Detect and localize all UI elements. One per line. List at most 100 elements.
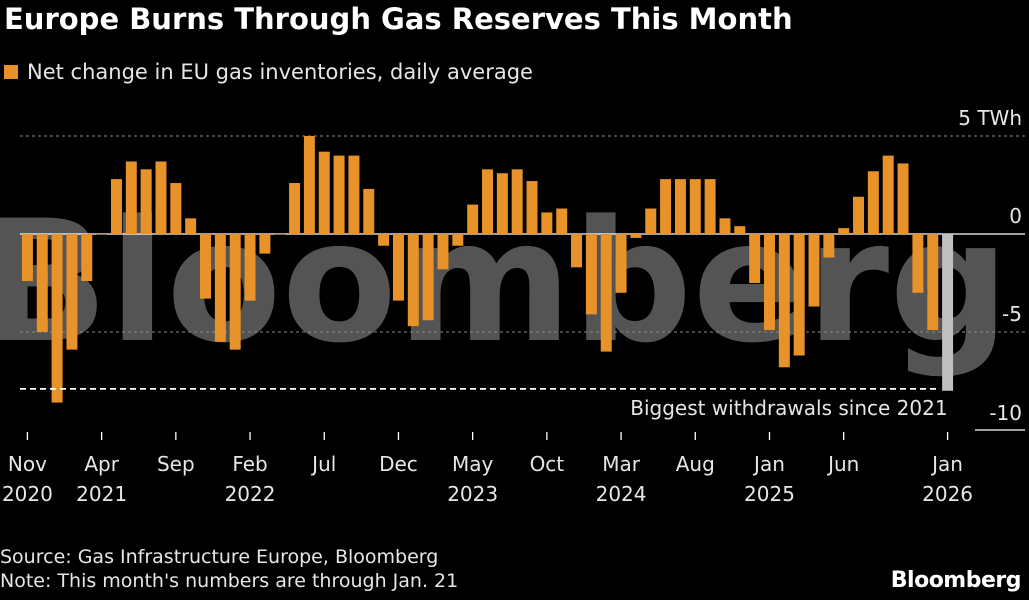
bar-2022-05 xyxy=(289,183,301,234)
bar-2025-06 xyxy=(838,228,850,234)
bar-2023-10 xyxy=(541,212,553,234)
x-tick-year: 2020 xyxy=(2,482,53,506)
x-tick-year: 2025 xyxy=(744,482,795,506)
bar-2025-02 xyxy=(778,234,790,368)
bar-2023-12 xyxy=(571,234,583,268)
x-tick-year: 2023 xyxy=(447,482,498,506)
bar-2023-03 xyxy=(437,234,449,270)
bar-2025-03 xyxy=(793,234,805,356)
bar-2024-04 xyxy=(630,234,642,238)
bar-2022-02 xyxy=(244,234,256,301)
x-tick-year: 2026 xyxy=(922,482,973,506)
chart-title: Europe Burns Through Gas Reserves This M… xyxy=(4,2,793,36)
bar-2021-04 xyxy=(96,234,108,235)
bar-2021-11 xyxy=(200,234,211,299)
legend-label: Net change in EU gas inventories, daily … xyxy=(27,60,533,84)
x-tick-month: Nov xyxy=(8,452,47,476)
bar-2021-01 xyxy=(51,234,63,403)
legend: Net change in EU gas inventories, daily … xyxy=(4,60,533,84)
bar-2021-06 xyxy=(125,161,137,234)
bar-2021-07 xyxy=(140,169,152,234)
x-tick-month: Mar xyxy=(602,452,641,476)
bar-2025-01 xyxy=(763,234,775,331)
x-tick-month: Jan xyxy=(930,452,963,476)
x-tick-year: 2024 xyxy=(596,482,647,506)
bar-2025-07 xyxy=(853,196,865,234)
bar-2022-06 xyxy=(303,136,315,234)
bar-2023-08 xyxy=(511,169,523,234)
y-tick-label: -10 xyxy=(989,401,1022,425)
x-tick-month: May xyxy=(452,452,494,476)
bar-2022-11 xyxy=(378,234,390,246)
y-axis: 5 TWh 0 -5 -10 xyxy=(958,106,1022,425)
bar-2024-06 xyxy=(660,179,672,234)
bar-2021-03 xyxy=(81,234,93,282)
bar-2024-05 xyxy=(645,208,657,234)
footer: Source: Gas Infrastructure Europe, Bloom… xyxy=(0,545,458,593)
reference-line: Biggest withdrawals since 2021 xyxy=(20,387,948,420)
bar-2023-07 xyxy=(496,173,508,234)
bar-2024-08 xyxy=(689,179,701,234)
bar-2022-01 xyxy=(229,234,241,350)
bar-2023-04 xyxy=(452,234,464,246)
bar-2022-08 xyxy=(333,155,345,234)
y-tick-label: 0 xyxy=(1009,204,1022,228)
x-tick-month: Oct xyxy=(530,452,565,476)
bar-2024-03 xyxy=(615,234,627,293)
x-tick-month: Aug xyxy=(676,452,715,476)
bar-2021-08 xyxy=(155,161,167,234)
bar-2023-02 xyxy=(422,234,434,321)
x-tick-month: Feb xyxy=(232,452,267,476)
x-tick-month: Dec xyxy=(379,452,418,476)
bar-2021-05 xyxy=(110,179,122,234)
reference-line-label: Biggest withdrawals since 2021 xyxy=(630,396,947,420)
brand-logo: Bloomberg xyxy=(890,568,1022,593)
bar-2022-03 xyxy=(259,234,271,254)
bar-2020-11 xyxy=(21,234,33,282)
x-tick-month: Apr xyxy=(84,452,119,476)
bar-chart: Bloomberg Biggest withdrawals since 2021… xyxy=(0,106,1025,506)
bar-2022-04 xyxy=(274,234,286,235)
bar-2026-01 xyxy=(942,234,954,391)
x-tick-year: 2022 xyxy=(225,482,276,506)
bar-2025-11 xyxy=(912,234,924,293)
bar-2024-11 xyxy=(734,226,746,234)
bar-2025-12 xyxy=(927,234,939,331)
bar-2022-09 xyxy=(348,155,360,234)
bar-2022-07 xyxy=(318,151,330,234)
source-note: Source: Gas Infrastructure Europe, Bloom… xyxy=(0,546,439,568)
bar-2024-01 xyxy=(585,234,597,315)
bar-2020-12 xyxy=(36,234,48,332)
x-tick-month: Jan xyxy=(752,452,785,476)
x-tick-year: 2021 xyxy=(76,482,127,506)
bar-2024-07 xyxy=(674,179,686,234)
bar-2025-08 xyxy=(867,171,879,234)
bar-2021-09 xyxy=(170,183,182,234)
bar-2025-05 xyxy=(823,234,835,258)
bar-2023-11 xyxy=(556,208,568,234)
bar-2021-02 xyxy=(66,234,78,350)
y-tick-label: 5 TWh xyxy=(958,106,1022,130)
bar-2021-12 xyxy=(214,234,226,342)
bar-2023-01 xyxy=(407,234,419,327)
bar-2022-12 xyxy=(392,234,404,301)
bar-2025-04 xyxy=(808,234,820,307)
legend-swatch xyxy=(4,65,18,79)
bar-2024-02 xyxy=(600,234,612,352)
bar-2021-10 xyxy=(185,218,197,234)
bar-2024-09 xyxy=(704,179,716,234)
bars xyxy=(21,136,954,403)
bar-2025-09 xyxy=(882,155,894,234)
x-axis: Nov 2020 Apr 2021 Sep Feb 2022 Jul Dec May 2023 Oct… xyxy=(2,432,973,506)
x-tick-month: Sep xyxy=(157,452,195,476)
y-tick-label: -5 xyxy=(1002,302,1022,326)
bar-2025-10 xyxy=(897,163,909,234)
bar-2024-12 xyxy=(749,234,761,283)
data-note: Note: This month's numbers are through J… xyxy=(0,570,459,592)
bar-2023-05 xyxy=(467,204,479,234)
bar-2022-10 xyxy=(363,188,375,234)
bar-2024-10 xyxy=(719,218,731,234)
bar-2023-06 xyxy=(482,169,493,234)
bar-2023-09 xyxy=(526,181,538,234)
x-tick-month: Jul xyxy=(310,452,336,476)
